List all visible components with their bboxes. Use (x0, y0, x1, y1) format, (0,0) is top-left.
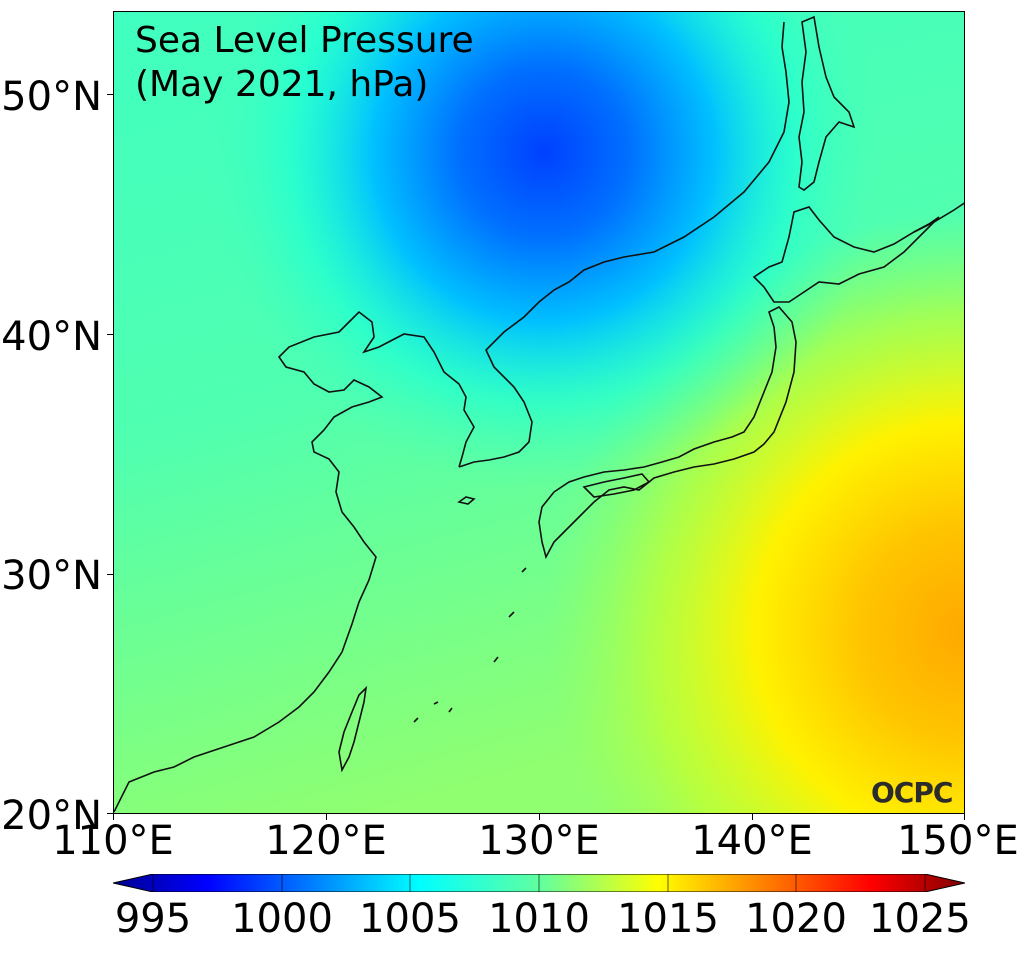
colorbar-label-1020: 1020 (745, 896, 847, 942)
colorbar-label-995: 995 (114, 896, 192, 942)
colorbar-label-1010: 1010 (488, 896, 590, 942)
lat-tick-50 (107, 94, 113, 95)
kuril-coastline (913, 202, 964, 233)
korea-coastline (458, 21, 790, 468)
jeju-coastline (457, 496, 476, 505)
lat-label-50n: 50°N (1, 74, 102, 120)
map-panel (113, 11, 965, 814)
lat-label-40n: 40°N (1, 314, 102, 360)
lon-label-130e: 130°E (478, 818, 600, 864)
hokkaido-coastline (752, 206, 940, 303)
colorbar-label-1005: 1005 (359, 896, 461, 942)
lon-tick-110 (113, 814, 114, 820)
lat-label-30n: 30°N (1, 553, 102, 599)
lon-tick-120 (326, 814, 327, 820)
coastlines (114, 15, 964, 813)
lat-tick-40 (107, 334, 113, 335)
lon-label-120e: 120°E (265, 818, 387, 864)
lat-tick-30 (107, 574, 113, 575)
map-title-line2: (May 2021, hPa) (135, 64, 429, 105)
shikoku-coastline (582, 473, 651, 498)
lat-tick-20 (107, 813, 113, 814)
china-coastline (114, 310, 475, 813)
ryukyu-islands (413, 567, 527, 723)
low-pressure-shading (114, 12, 964, 813)
sakhalin-coastline (798, 15, 856, 191)
map-title-line1: Sea Level Pressure (135, 20, 474, 61)
lon-label-150e: 150°E (897, 818, 1019, 864)
ocpc-logo: OCPC (871, 776, 953, 809)
lon-label-110e: 110°E (52, 818, 174, 864)
colorbar-label-1015: 1015 (617, 896, 719, 942)
lon-tick-130 (539, 814, 540, 820)
colorbar-label-1000: 1000 (231, 896, 333, 942)
japan-main-coastline (538, 306, 797, 560)
pressure-field-map (114, 12, 964, 813)
taiwan-coastline (338, 685, 368, 773)
lon-tick-150 (964, 814, 965, 820)
colorbar-label-1025: 1025 (869, 896, 971, 942)
lon-label-140e: 140°E (691, 818, 813, 864)
lon-tick-140 (752, 814, 753, 820)
colorbar (113, 874, 965, 892)
lat-label-20n: 20°N (1, 793, 102, 839)
